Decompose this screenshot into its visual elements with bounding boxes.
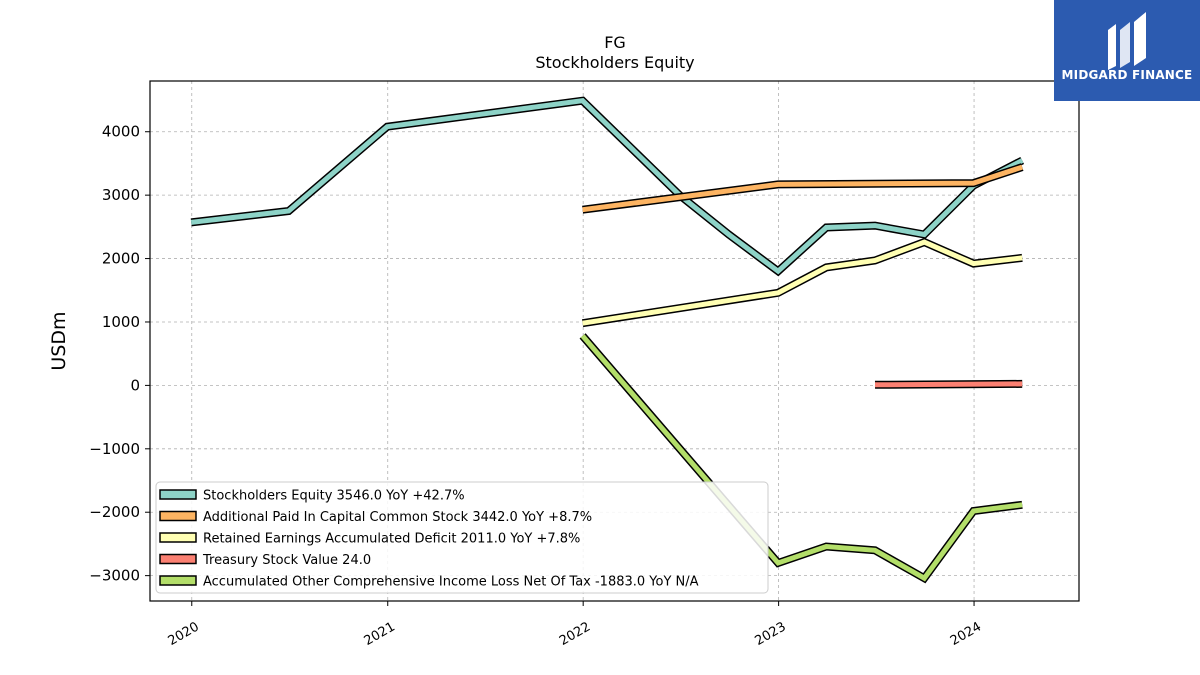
x-tick-label: 2021 (362, 619, 398, 649)
y-tick-label: −3000 (89, 567, 140, 585)
series-line-2 (582, 239, 1023, 326)
legend-swatch-0 (159, 489, 197, 500)
y-tick-label: −2000 (89, 503, 140, 521)
legend-swatch-3 (159, 553, 197, 565)
series-line-3 (874, 381, 1023, 388)
x-tick-label: 2022 (557, 619, 593, 649)
legend-label-4: Accumulated Other Comprehensive Income L… (203, 575, 699, 590)
y-tick-label: 1000 (102, 313, 140, 331)
plot-frame (149, 80, 1080, 602)
series-line-0 (190, 98, 1024, 275)
y-tick-label: 4000 (102, 123, 140, 141)
legend-swatch-1 (159, 510, 197, 522)
series-line-4 (580, 334, 1023, 582)
legend-label-0: Stockholders Equity 3546.0 YoY +42.7% (203, 489, 465, 504)
legend-swatch-4 (159, 575, 197, 586)
chart-title: FG (604, 33, 626, 52)
series-line-1 (582, 164, 1023, 213)
legend-box (155, 481, 769, 594)
x-axis: 2020 2021 2022 2023 2024 (166, 601, 984, 649)
x-tick-label: 2024 (948, 619, 984, 649)
y-tick-label: 0 (130, 376, 140, 394)
x-tick-label: 2023 (752, 619, 788, 649)
series-lines (190, 96, 1025, 584)
x-tick-label: 2020 (166, 619, 202, 649)
y-axis-label: USDm (48, 311, 70, 370)
logo-mark-icon (1108, 12, 1146, 70)
brand-logo: MIDGARD FINANCE (1054, 0, 1200, 101)
y-tick-label: −1000 (89, 440, 140, 458)
legend-label-2: Retained Earnings Accumulated Deficit 20… (203, 532, 580, 547)
y-tick-label: 2000 (102, 250, 140, 268)
legend: Stockholders Equity 3546.0 YoY +42.7% Add… (155, 481, 769, 594)
chart-subtitle: Stockholders Equity (535, 53, 694, 72)
legend-label-3: Treasury Stock Value 24.0 (202, 553, 371, 568)
brand-name: MIDGARD FINANCE (1061, 68, 1193, 82)
legend-swatch-2 (159, 532, 197, 543)
y-tick-label: 3000 (102, 186, 140, 204)
legend-label-1: Additional Paid In Capital Common Stock … (203, 510, 592, 525)
y-axis: −3000 −2000 −1000 0 1000 2000 3000 4000 (89, 123, 150, 585)
